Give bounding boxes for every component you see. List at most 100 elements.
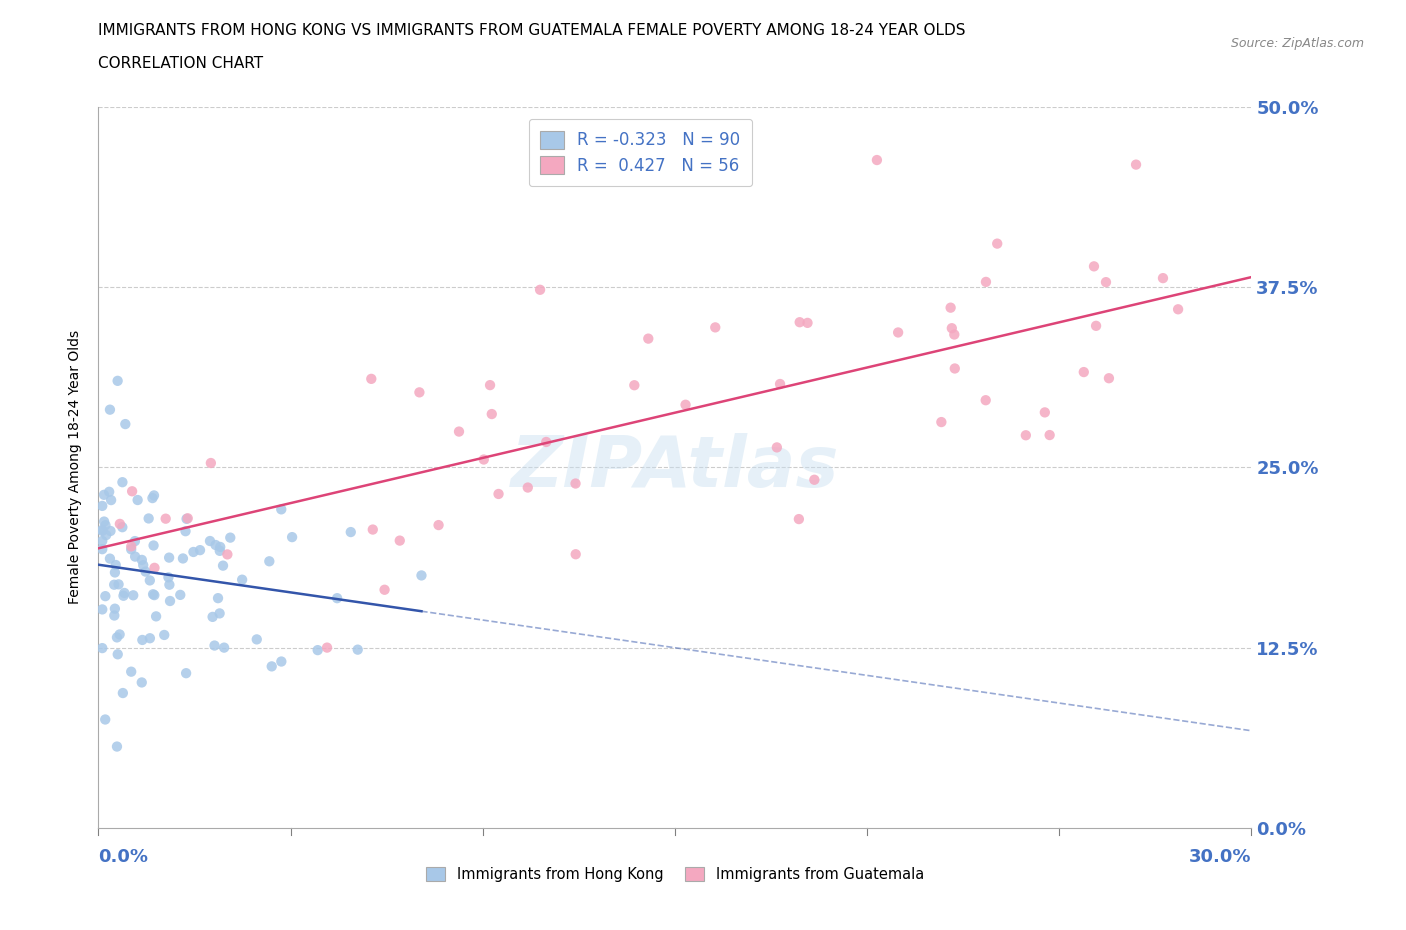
Point xyxy=(112,589,135,604)
Point xyxy=(941,321,963,336)
Point xyxy=(212,640,235,655)
Point xyxy=(516,480,538,495)
Point xyxy=(155,512,177,526)
Point xyxy=(100,524,122,538)
Point xyxy=(360,371,382,386)
Point xyxy=(188,543,211,558)
Point xyxy=(91,542,114,557)
Point xyxy=(91,498,114,513)
Point xyxy=(208,543,231,558)
Point xyxy=(974,392,997,407)
Point xyxy=(94,589,117,604)
Point xyxy=(1073,365,1095,379)
Point xyxy=(212,558,235,573)
Point xyxy=(260,659,283,674)
Point xyxy=(207,591,229,605)
Point xyxy=(316,640,339,655)
Point xyxy=(361,522,384,537)
Point xyxy=(135,565,157,579)
Text: Source: ZipAtlas.com: Source: ZipAtlas.com xyxy=(1230,37,1364,50)
Text: IMMIGRANTS FROM HONG KONG VS IMMIGRANTS FROM GUATEMALA FEMALE POVERTY AMONG 18-2: IMMIGRANTS FROM HONG KONG VS IMMIGRANTS … xyxy=(98,23,966,38)
Point xyxy=(427,518,450,533)
Point xyxy=(1039,428,1062,443)
Point xyxy=(564,476,586,491)
Point xyxy=(103,608,125,623)
Point xyxy=(534,434,557,449)
Point xyxy=(259,554,281,569)
Point xyxy=(122,588,145,603)
Point xyxy=(131,675,153,690)
Point xyxy=(183,545,205,560)
Point xyxy=(1015,428,1038,443)
Point xyxy=(112,586,135,601)
Point xyxy=(974,274,997,289)
Point xyxy=(246,632,269,647)
Point xyxy=(472,452,495,467)
Point xyxy=(139,631,162,645)
Point xyxy=(139,573,162,588)
Point xyxy=(114,417,136,432)
Point xyxy=(127,493,149,508)
Point xyxy=(94,712,117,727)
Point xyxy=(204,538,226,552)
Point xyxy=(481,406,503,421)
Point xyxy=(143,588,166,603)
Point xyxy=(132,558,155,573)
Point xyxy=(153,628,176,643)
Point xyxy=(307,643,329,658)
Point xyxy=(120,542,142,557)
Point xyxy=(176,512,198,526)
Point xyxy=(131,552,153,567)
Point xyxy=(111,520,134,535)
Point xyxy=(769,377,792,392)
Text: ZIPAtlas: ZIPAtlas xyxy=(510,432,839,502)
Point xyxy=(208,606,231,621)
Point xyxy=(1085,318,1108,333)
Point xyxy=(142,587,165,602)
Point xyxy=(138,511,160,525)
Legend: Immigrants from Hong Kong, Immigrants from Guatemala: Immigrants from Hong Kong, Immigrants fr… xyxy=(419,859,931,889)
Point xyxy=(939,300,962,315)
Text: CORRELATION CHART: CORRELATION CHART xyxy=(98,56,263,71)
Point xyxy=(124,549,146,564)
Point xyxy=(200,456,222,471)
Point xyxy=(142,538,165,553)
Point xyxy=(93,487,115,502)
Y-axis label: Female Poverty Among 18-24 Year Olds: Female Poverty Among 18-24 Year Olds xyxy=(69,330,83,604)
Point xyxy=(91,523,114,538)
Text: 30.0%: 30.0% xyxy=(1189,848,1251,866)
Point xyxy=(91,641,114,656)
Point xyxy=(866,153,889,167)
Point xyxy=(157,551,180,565)
Point xyxy=(281,530,304,545)
Point xyxy=(108,516,131,531)
Point xyxy=(104,601,127,616)
Point xyxy=(231,572,253,587)
Point xyxy=(796,315,818,330)
Point xyxy=(1098,371,1121,386)
Point xyxy=(111,474,134,489)
Point xyxy=(98,485,121,499)
Point xyxy=(326,591,349,605)
Point xyxy=(94,518,117,533)
Point xyxy=(131,632,153,647)
Point xyxy=(943,361,966,376)
Point xyxy=(93,514,115,529)
Point xyxy=(219,530,242,545)
Point xyxy=(103,578,125,592)
Point xyxy=(1125,157,1147,172)
Point xyxy=(1152,271,1174,286)
Point xyxy=(107,647,129,662)
Point xyxy=(121,484,143,498)
Point xyxy=(157,570,180,585)
Point xyxy=(174,666,197,681)
Point xyxy=(217,547,239,562)
Point xyxy=(1167,302,1189,317)
Point xyxy=(479,378,502,392)
Point xyxy=(91,534,114,549)
Point xyxy=(637,331,659,346)
Point xyxy=(339,525,361,539)
Point xyxy=(120,664,142,679)
Point xyxy=(143,561,166,576)
Point xyxy=(159,593,181,608)
